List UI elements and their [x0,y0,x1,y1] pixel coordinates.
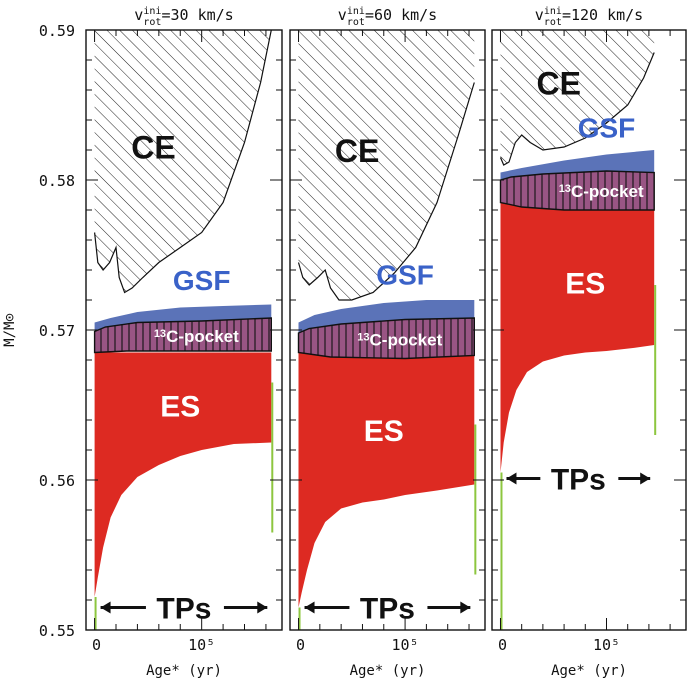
label-gsf: GSF [376,260,434,291]
title-rest: =120 km/s [562,6,643,24]
x-tick-label-1: 10⁵ [392,636,419,654]
label-ce: CE [335,133,379,169]
y-axis-label: M/M⊙ [2,313,18,347]
pocket-sup: 13 [357,331,369,343]
title-sub: rot [544,17,562,28]
title-v: v [134,6,143,24]
x-axis-label: Age* (yr) [350,663,426,679]
label-ce: CE [131,129,175,165]
label-pocket: 13C-pocket [559,182,644,201]
y-tick-label-3: 0.58 [39,172,75,190]
label-gsf: GSF [578,113,636,144]
x-tick-label-1: 10⁵ [593,636,620,654]
panel-title: vini rot=30 km/s [134,6,233,28]
tps-arrow-right-head [460,601,471,614]
ce-boundary-line [94,30,272,294]
label-pocket: 13C-pocket [357,330,442,349]
x-tick-label-0: 0 [296,636,305,654]
pocket-region [297,317,475,360]
title-rest: =60 km/s [365,6,437,24]
pocket-region [499,170,655,211]
y-tick-label-4: 0.59 [39,22,75,40]
label-ce: CE [537,66,581,102]
es-region [500,202,655,473]
ce-boundary-line [297,82,475,301]
ce-boundary-line [499,52,655,166]
panel-2: 0 10⁵ Age* (yr) vini rot=60 km/s CE GSF 13C-poc… [289,6,486,679]
panel-3: 0 10⁵ Age* (yr) vini rot=120 km/s CE GSF 13C-po… [491,6,687,679]
panel-title: vini rot=60 km/s [338,6,437,28]
title-v: v [535,6,544,24]
x-axis-label: Age* (yr) [551,663,627,679]
pocket-region [93,317,272,354]
plot-area-1 [93,30,274,630]
title-rest: =30 km/s [161,6,233,24]
tps-arrow-left-head [304,601,315,614]
x-axis-label: Age* (yr) [146,663,222,679]
pocket-sup: 13 [559,183,571,195]
tps-arrow-left-head [100,601,111,614]
tps-arrow-right-head [257,601,268,614]
pocket-text: C-pocket [166,327,239,346]
title-sup: ini [347,6,365,17]
label-gsf: GSF [173,265,231,296]
y-tick-label-2: 0.57 [39,322,75,340]
label-pocket: 13C-pocket [154,327,239,346]
x-tick-label-0: 0 [92,636,101,654]
label-tps: TPs [156,593,211,626]
label-es: ES [565,267,605,300]
es-region [298,352,475,608]
x-tick-label-1: 10⁵ [188,636,215,654]
y-tick-label-1: 0.56 [39,472,75,490]
pocket-sup: 13 [154,328,166,340]
title-sub: rot [143,17,161,28]
tps-arrow-left-head [506,472,517,485]
es-region [94,352,272,597]
label-es: ES [160,390,200,423]
ce-region [500,30,655,165]
ce-region [94,30,272,293]
x-tick-label-0: 0 [498,636,507,654]
label-tps: TPs [551,464,606,497]
panel-title: vini rot=120 km/s [535,6,643,28]
label-es: ES [364,415,404,448]
label-tps: TPs [360,593,415,626]
tps-arrow-right-head [640,472,651,485]
title-sub: rot [347,17,365,28]
panel-1: 0 10⁵ Age* (yr) vini rot=30 km/s CE GSF 13C-poc… [85,6,283,679]
y-tick-label-0: 0.55 [39,622,75,640]
title-v: v [338,6,347,24]
pocket-text: C-pocket [370,330,443,349]
plot-area-2 [297,30,477,630]
title-sup: ini [544,6,562,17]
pocket-text: C-pocket [571,182,644,201]
plot-area-3 [499,30,657,630]
title-sup: ini [143,6,161,17]
ce-region [298,30,475,300]
